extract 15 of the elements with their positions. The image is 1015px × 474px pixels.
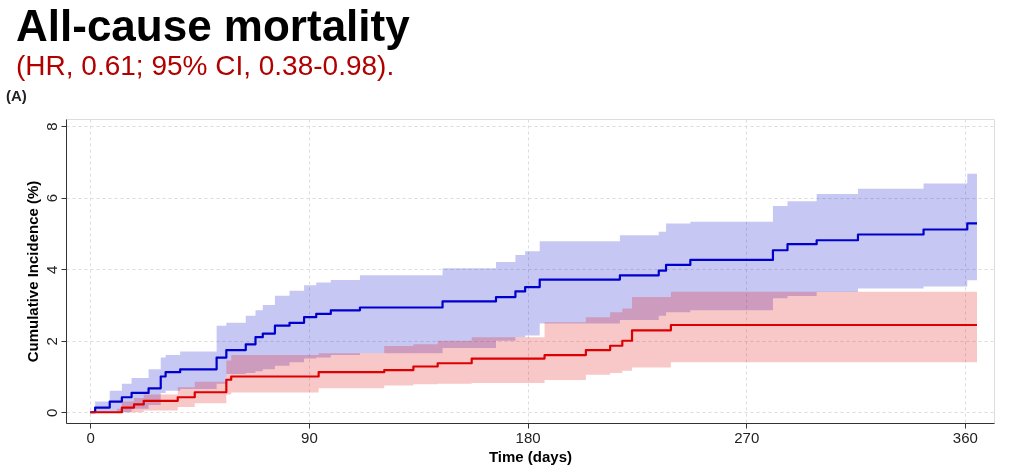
y-tick-label: 2 [42, 337, 60, 346]
chart-subtitle: (HR, 0.61; 95% CI, 0.38-0.98). [16, 50, 395, 81]
chart-title: All-cause mortality [16, 1, 411, 50]
y-axis-title: Cumulative Incidence (%) [23, 180, 41, 363]
text: (A) [6, 87, 27, 104]
y-tick-label: 6 [42, 194, 60, 203]
y-tick-label: 8 [42, 122, 60, 131]
y-tick-label: 4 [42, 265, 60, 274]
x-axis-title: Time (days) [488, 447, 573, 465]
y-tick-label: 0 [42, 408, 60, 417]
x-tick-label: 90 [301, 428, 318, 446]
x-tick-label: 270 [734, 428, 760, 446]
x-tick-label: 180 [515, 428, 541, 446]
x-tick-label: 0 [86, 428, 95, 446]
x-tick-label: 360 [952, 428, 978, 446]
